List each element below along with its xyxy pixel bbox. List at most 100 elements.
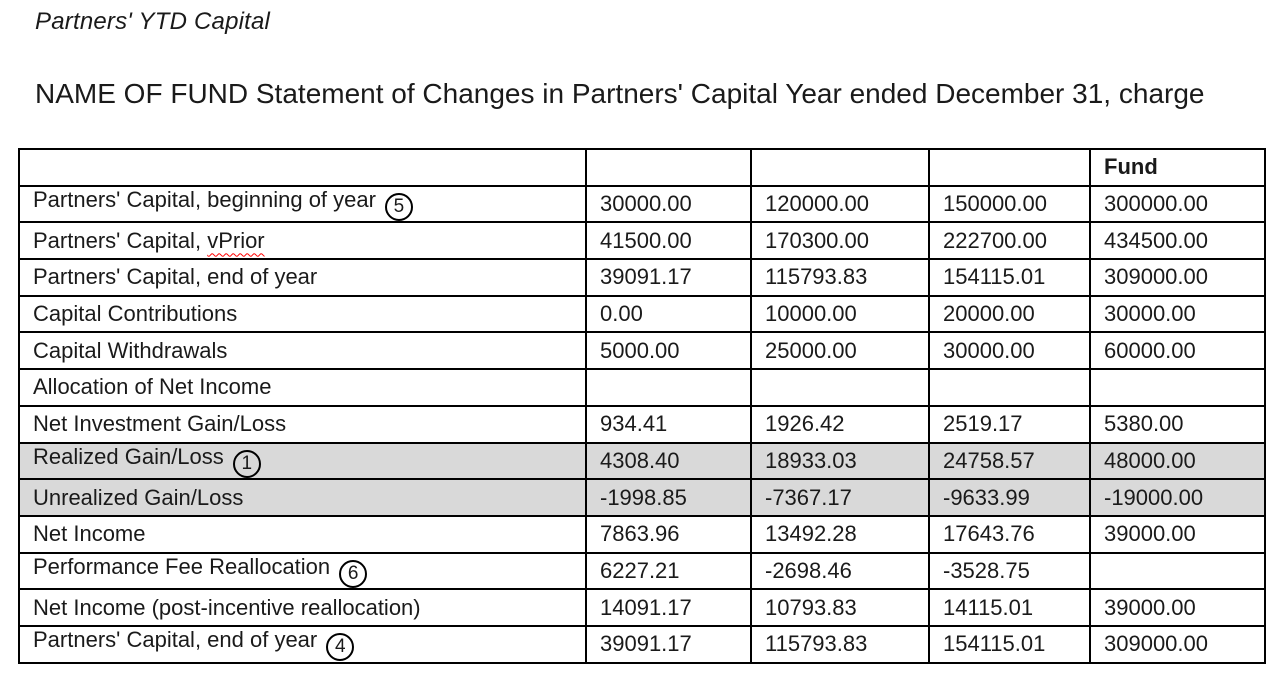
row-label-cell[interactable]: Allocation of Net Income — [18, 368, 587, 407]
statement-heading[interactable]: NAME OF FUND Statement of Changes in Par… — [35, 78, 1205, 109]
misspelled-word[interactable]: vPrior — [207, 227, 265, 253]
row-label-cell[interactable]: Performance Fee Reallocation 6 — [18, 551, 587, 591]
table-row: Allocation of Net Income — [18, 368, 1266, 407]
value-cell[interactable]: -3528.75 — [928, 551, 1091, 591]
value-cell[interactable]: 154115.01 — [928, 258, 1091, 297]
header-cell-blank[interactable] — [18, 148, 587, 187]
value-cell[interactable]: 60000.00 — [1089, 331, 1266, 371]
value-cell[interactable]: 30000.00 — [585, 184, 752, 224]
value-cell[interactable]: -2698.46 — [750, 551, 930, 591]
header-cell-blank[interactable] — [928, 148, 1091, 187]
value-cell[interactable]: 170300.00 — [750, 221, 930, 261]
value-cell[interactable] — [585, 368, 752, 407]
value-cell[interactable]: 20000.00 — [928, 294, 1091, 334]
value-cell[interactable]: 115793.83 — [750, 624, 930, 664]
value-cell[interactable]: -1998.85 — [585, 478, 752, 517]
value-cell[interactable]: 10793.83 — [750, 588, 930, 627]
value-cell[interactable]: 39091.17 — [585, 624, 752, 664]
value-cell[interactable]: 934.41 — [585, 404, 752, 444]
value-cell[interactable]: 30000.00 — [928, 331, 1091, 371]
value-cell[interactable]: 39000.00 — [1089, 514, 1266, 554]
value-cell[interactable]: 18933.03 — [750, 441, 930, 481]
circled-number-icon: 4 — [326, 633, 355, 661]
value-cell[interactable]: 39091.17 — [585, 258, 752, 297]
row-label-cell[interactable]: Realized Gain/Loss 1 — [18, 441, 587, 481]
value-cell[interactable]: 4308.40 — [585, 441, 752, 481]
value-cell[interactable]: 1926.42 — [750, 404, 930, 444]
value-cell[interactable] — [1089, 368, 1266, 407]
row-label-cell[interactable]: Net Income (post-incentive reallocation) — [18, 588, 587, 627]
value-cell[interactable]: 154115.01 — [928, 624, 1091, 664]
header-cell-blank[interactable] — [750, 148, 930, 187]
row-label: Partners' Capital, end of year — [33, 264, 318, 290]
row-label-cell[interactable]: Capital Contributions — [18, 294, 587, 334]
value-cell[interactable]: 434500.00 — [1089, 221, 1266, 261]
value-cell[interactable]: 150000.00 — [928, 184, 1091, 224]
header-cell-fund[interactable]: Fund — [1089, 148, 1266, 187]
value-cell[interactable]: 115793.83 — [750, 258, 930, 297]
header-cell-blank[interactable] — [585, 148, 752, 187]
row-label-cell[interactable]: Net Investment Gain/Loss — [18, 404, 587, 444]
row-label-cell[interactable]: Partners' Capital, end of year — [18, 258, 587, 297]
value-cell[interactable]: 17643.76 — [928, 514, 1091, 554]
value-cell[interactable] — [1089, 551, 1266, 591]
value-cell[interactable] — [928, 368, 1091, 407]
value-cell[interactable]: 6227.21 — [585, 551, 752, 591]
value-cell[interactable]: 39000.00 — [1089, 588, 1266, 627]
table-row: Capital Withdrawals 5000.00 25000.00 30000.… — [18, 331, 1266, 371]
value-cell[interactable]: 48000.00 — [1089, 441, 1266, 481]
row-label-cell[interactable]: Capital Withdrawals — [18, 331, 587, 371]
circled-number-icon: 1 — [232, 449, 261, 478]
value-cell[interactable]: 14115.01 — [928, 588, 1091, 627]
value-cell[interactable]: 10000.00 — [750, 294, 930, 334]
value-cell[interactable]: 2519.17 — [928, 404, 1091, 444]
value-cell[interactable]: 5000.00 — [585, 331, 752, 371]
value-cell[interactable]: 7863.96 — [585, 514, 752, 554]
value-cell[interactable]: 120000.00 — [750, 184, 930, 224]
table-row: Capital Contributions 0.00 10000.00 20000.0… — [18, 294, 1266, 334]
value-cell[interactable]: -19000.00 — [1089, 478, 1266, 517]
table-row: Realized Gain/Loss 1 4308.40 18933.03 24758.… — [18, 441, 1266, 481]
value-cell[interactable]: 13492.28 — [750, 514, 930, 554]
row-label: Partners' Capital, — [33, 227, 202, 253]
row-label-cell[interactable]: Net Income — [18, 514, 587, 554]
value-cell[interactable]: 300000.00 — [1089, 184, 1266, 224]
value-cell[interactable]: 30000.00 — [1089, 294, 1266, 334]
value-cell[interactable]: 309000.00 — [1089, 624, 1266, 664]
table-row: Partners' Capital, end of year 39091.17 11… — [18, 258, 1266, 297]
table-header-row: Fund — [18, 148, 1266, 187]
row-label: Unrealized Gain/Loss — [33, 484, 244, 510]
value-cell[interactable]: 309000.00 — [1089, 258, 1266, 297]
circled-number-icon: 5 — [384, 193, 413, 221]
row-label-cell[interactable]: Partners' Capital, end of year 4 — [18, 624, 587, 664]
row-label: Allocation of Net Income — [33, 374, 272, 400]
row-label: Realized Gain/Loss — [33, 443, 224, 469]
row-label: Net Investment Gain/Loss — [33, 411, 287, 437]
row-label: Capital Contributions — [33, 301, 238, 327]
value-cell[interactable]: 5380.00 — [1089, 404, 1266, 444]
table-row: Performance Fee Reallocation 6 6227.21 -269… — [18, 551, 1266, 591]
value-cell[interactable]: -7367.17 — [750, 478, 930, 517]
value-cell[interactable]: 0.00 — [585, 294, 752, 334]
value-cell[interactable]: 25000.00 — [750, 331, 930, 371]
table-row: Partners' Capital, end of year 4 39091.17 1… — [18, 624, 1266, 664]
table-row: Unrealized Gain/Loss -1998.85 -7367.17 -963… — [18, 478, 1266, 517]
capital-table: Fund Partners' Capital, beginning of yea… — [18, 148, 1266, 664]
value-cell[interactable]: 14091.17 — [585, 588, 752, 627]
table-row: Net Investment Gain/Loss 934.41 1926.42 251… — [18, 404, 1266, 444]
row-label: Partners' Capital, beginning of year — [33, 187, 376, 213]
circled-number-icon: 6 — [339, 559, 368, 588]
table-row: Partners' Capital, beginning of year 5 300… — [18, 184, 1266, 224]
value-cell[interactable] — [750, 368, 930, 407]
value-cell[interactable]: 222700.00 — [928, 221, 1091, 261]
value-cell[interactable]: 24758.57 — [928, 441, 1091, 481]
document-title[interactable]: Partners' YTD Capital — [35, 8, 271, 35]
row-label-cell[interactable]: Partners' Capital, vPrior — [18, 221, 587, 261]
row-label: Capital Withdrawals — [33, 337, 228, 363]
row-label: Net Income (post-incentive reallocation) — [33, 594, 421, 620]
row-label-cell[interactable]: Partners' Capital, beginning of year 5 — [18, 184, 587, 224]
value-cell[interactable]: 41500.00 — [585, 221, 752, 261]
row-label-cell[interactable]: Unrealized Gain/Loss — [18, 478, 587, 517]
value-cell[interactable]: -9633.99 — [928, 478, 1091, 517]
